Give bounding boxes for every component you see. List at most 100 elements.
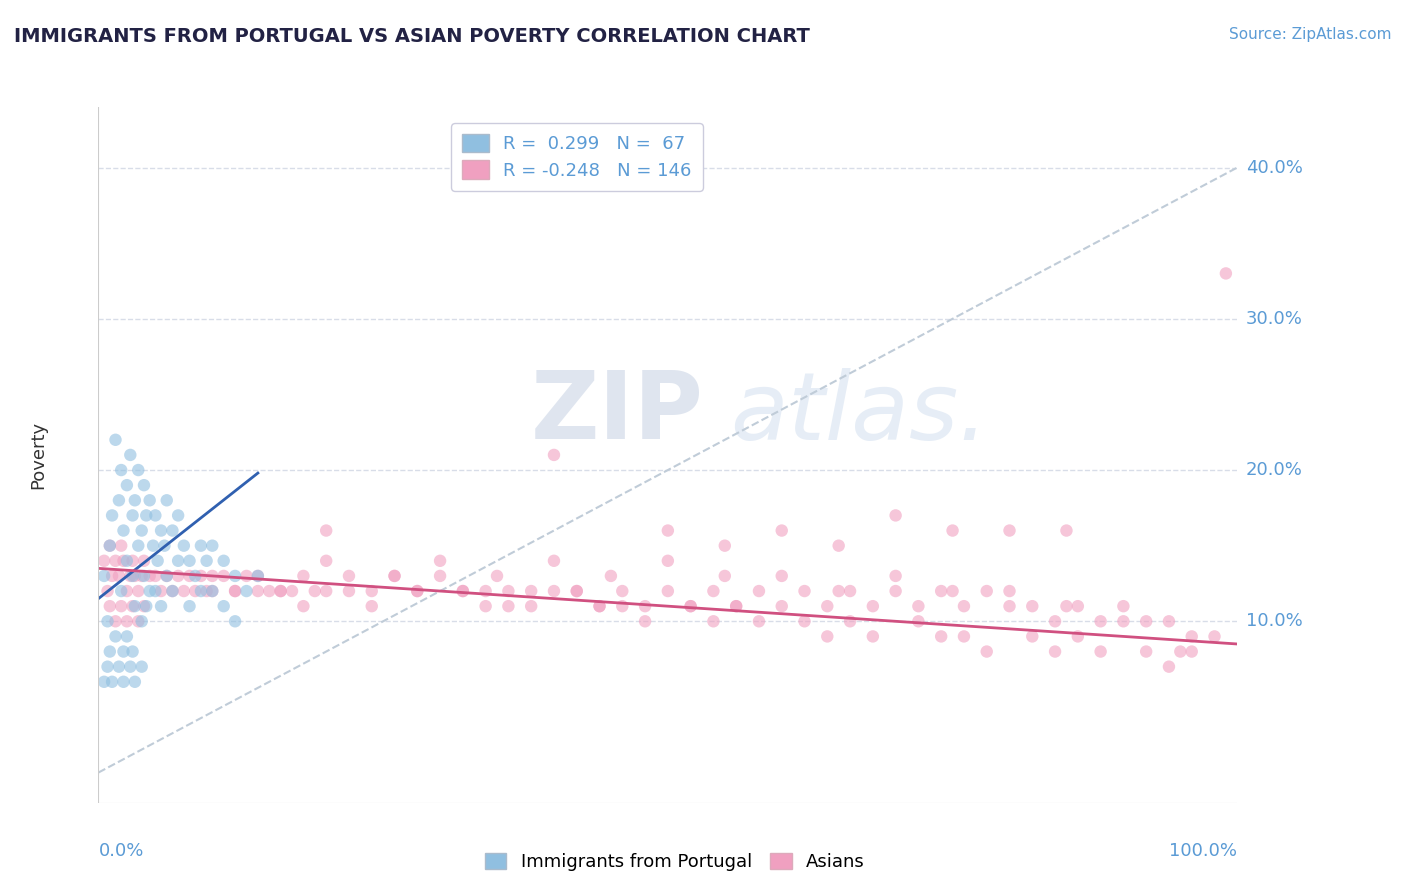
Point xyxy=(96,584,118,599)
Point xyxy=(132,554,155,568)
Point xyxy=(976,644,998,658)
Point xyxy=(1181,629,1204,643)
Point xyxy=(315,524,337,538)
Point xyxy=(179,599,201,614)
Point xyxy=(702,615,724,629)
Point xyxy=(224,584,246,599)
Point xyxy=(120,448,142,462)
Point xyxy=(115,478,138,492)
Point xyxy=(998,584,1021,599)
Point xyxy=(224,615,246,629)
Point xyxy=(131,524,153,538)
Point xyxy=(839,584,862,599)
Point xyxy=(112,644,135,658)
Point xyxy=(657,524,679,538)
Point xyxy=(121,569,143,583)
Point xyxy=(153,539,176,553)
Point xyxy=(657,584,679,599)
Point xyxy=(179,554,201,568)
Point xyxy=(96,615,118,629)
Text: Poverty: Poverty xyxy=(30,421,48,489)
Point xyxy=(110,599,132,614)
Point xyxy=(156,569,179,583)
Point xyxy=(150,599,173,614)
Point xyxy=(167,554,190,568)
Point xyxy=(127,584,149,599)
Point xyxy=(815,599,838,614)
Point xyxy=(679,599,702,614)
Point xyxy=(953,599,976,614)
Point xyxy=(976,584,998,599)
Point xyxy=(429,569,451,583)
Point xyxy=(108,493,131,508)
Point xyxy=(1135,615,1157,629)
Text: Source: ZipAtlas.com: Source: ZipAtlas.com xyxy=(1229,27,1392,42)
Point xyxy=(110,463,132,477)
Point xyxy=(270,584,292,599)
Point xyxy=(1054,524,1078,538)
Point xyxy=(173,584,195,599)
Point xyxy=(884,508,907,523)
Point xyxy=(498,599,520,614)
Point xyxy=(907,615,929,629)
Point xyxy=(195,554,218,568)
Point xyxy=(150,584,173,599)
Point xyxy=(588,599,610,614)
Text: 0.0%: 0.0% xyxy=(98,842,143,860)
Point xyxy=(115,554,138,568)
Point xyxy=(725,599,748,614)
Point xyxy=(235,584,257,599)
Point xyxy=(190,569,212,583)
Point xyxy=(259,584,281,599)
Point xyxy=(520,599,543,614)
Point xyxy=(124,493,146,508)
Point xyxy=(131,615,153,629)
Point xyxy=(104,615,127,629)
Point xyxy=(679,599,702,614)
Text: ZIP: ZIP xyxy=(531,368,704,459)
Point xyxy=(121,644,143,658)
Point xyxy=(246,569,269,583)
Point xyxy=(190,539,212,553)
Point xyxy=(101,569,124,583)
Point xyxy=(315,584,337,599)
Point xyxy=(135,599,157,614)
Point xyxy=(565,584,588,599)
Point xyxy=(1067,599,1090,614)
Point xyxy=(224,584,246,599)
Point xyxy=(162,524,184,538)
Point xyxy=(93,569,115,583)
Point xyxy=(1135,644,1157,658)
Point xyxy=(828,584,851,599)
Point xyxy=(1021,629,1043,643)
Point xyxy=(451,584,474,599)
Point xyxy=(98,539,121,553)
Point xyxy=(384,569,406,583)
Point xyxy=(543,554,565,568)
Point xyxy=(612,584,634,599)
Point xyxy=(201,584,224,599)
Point xyxy=(1021,599,1043,614)
Point xyxy=(304,584,326,599)
Point xyxy=(146,554,169,568)
Point xyxy=(337,584,360,599)
Point xyxy=(474,584,496,599)
Point xyxy=(162,584,184,599)
Point xyxy=(131,659,153,673)
Point xyxy=(179,569,201,583)
Point xyxy=(862,629,884,643)
Text: 100.0%: 100.0% xyxy=(1170,842,1237,860)
Point xyxy=(748,615,770,629)
Point xyxy=(150,524,173,538)
Point xyxy=(110,584,132,599)
Point xyxy=(104,554,127,568)
Point xyxy=(132,478,155,492)
Point xyxy=(942,524,965,538)
Point xyxy=(212,554,235,568)
Point xyxy=(98,539,121,553)
Point xyxy=(793,584,815,599)
Point xyxy=(1204,629,1226,643)
Point xyxy=(184,569,207,583)
Point xyxy=(486,569,509,583)
Point xyxy=(1067,629,1090,643)
